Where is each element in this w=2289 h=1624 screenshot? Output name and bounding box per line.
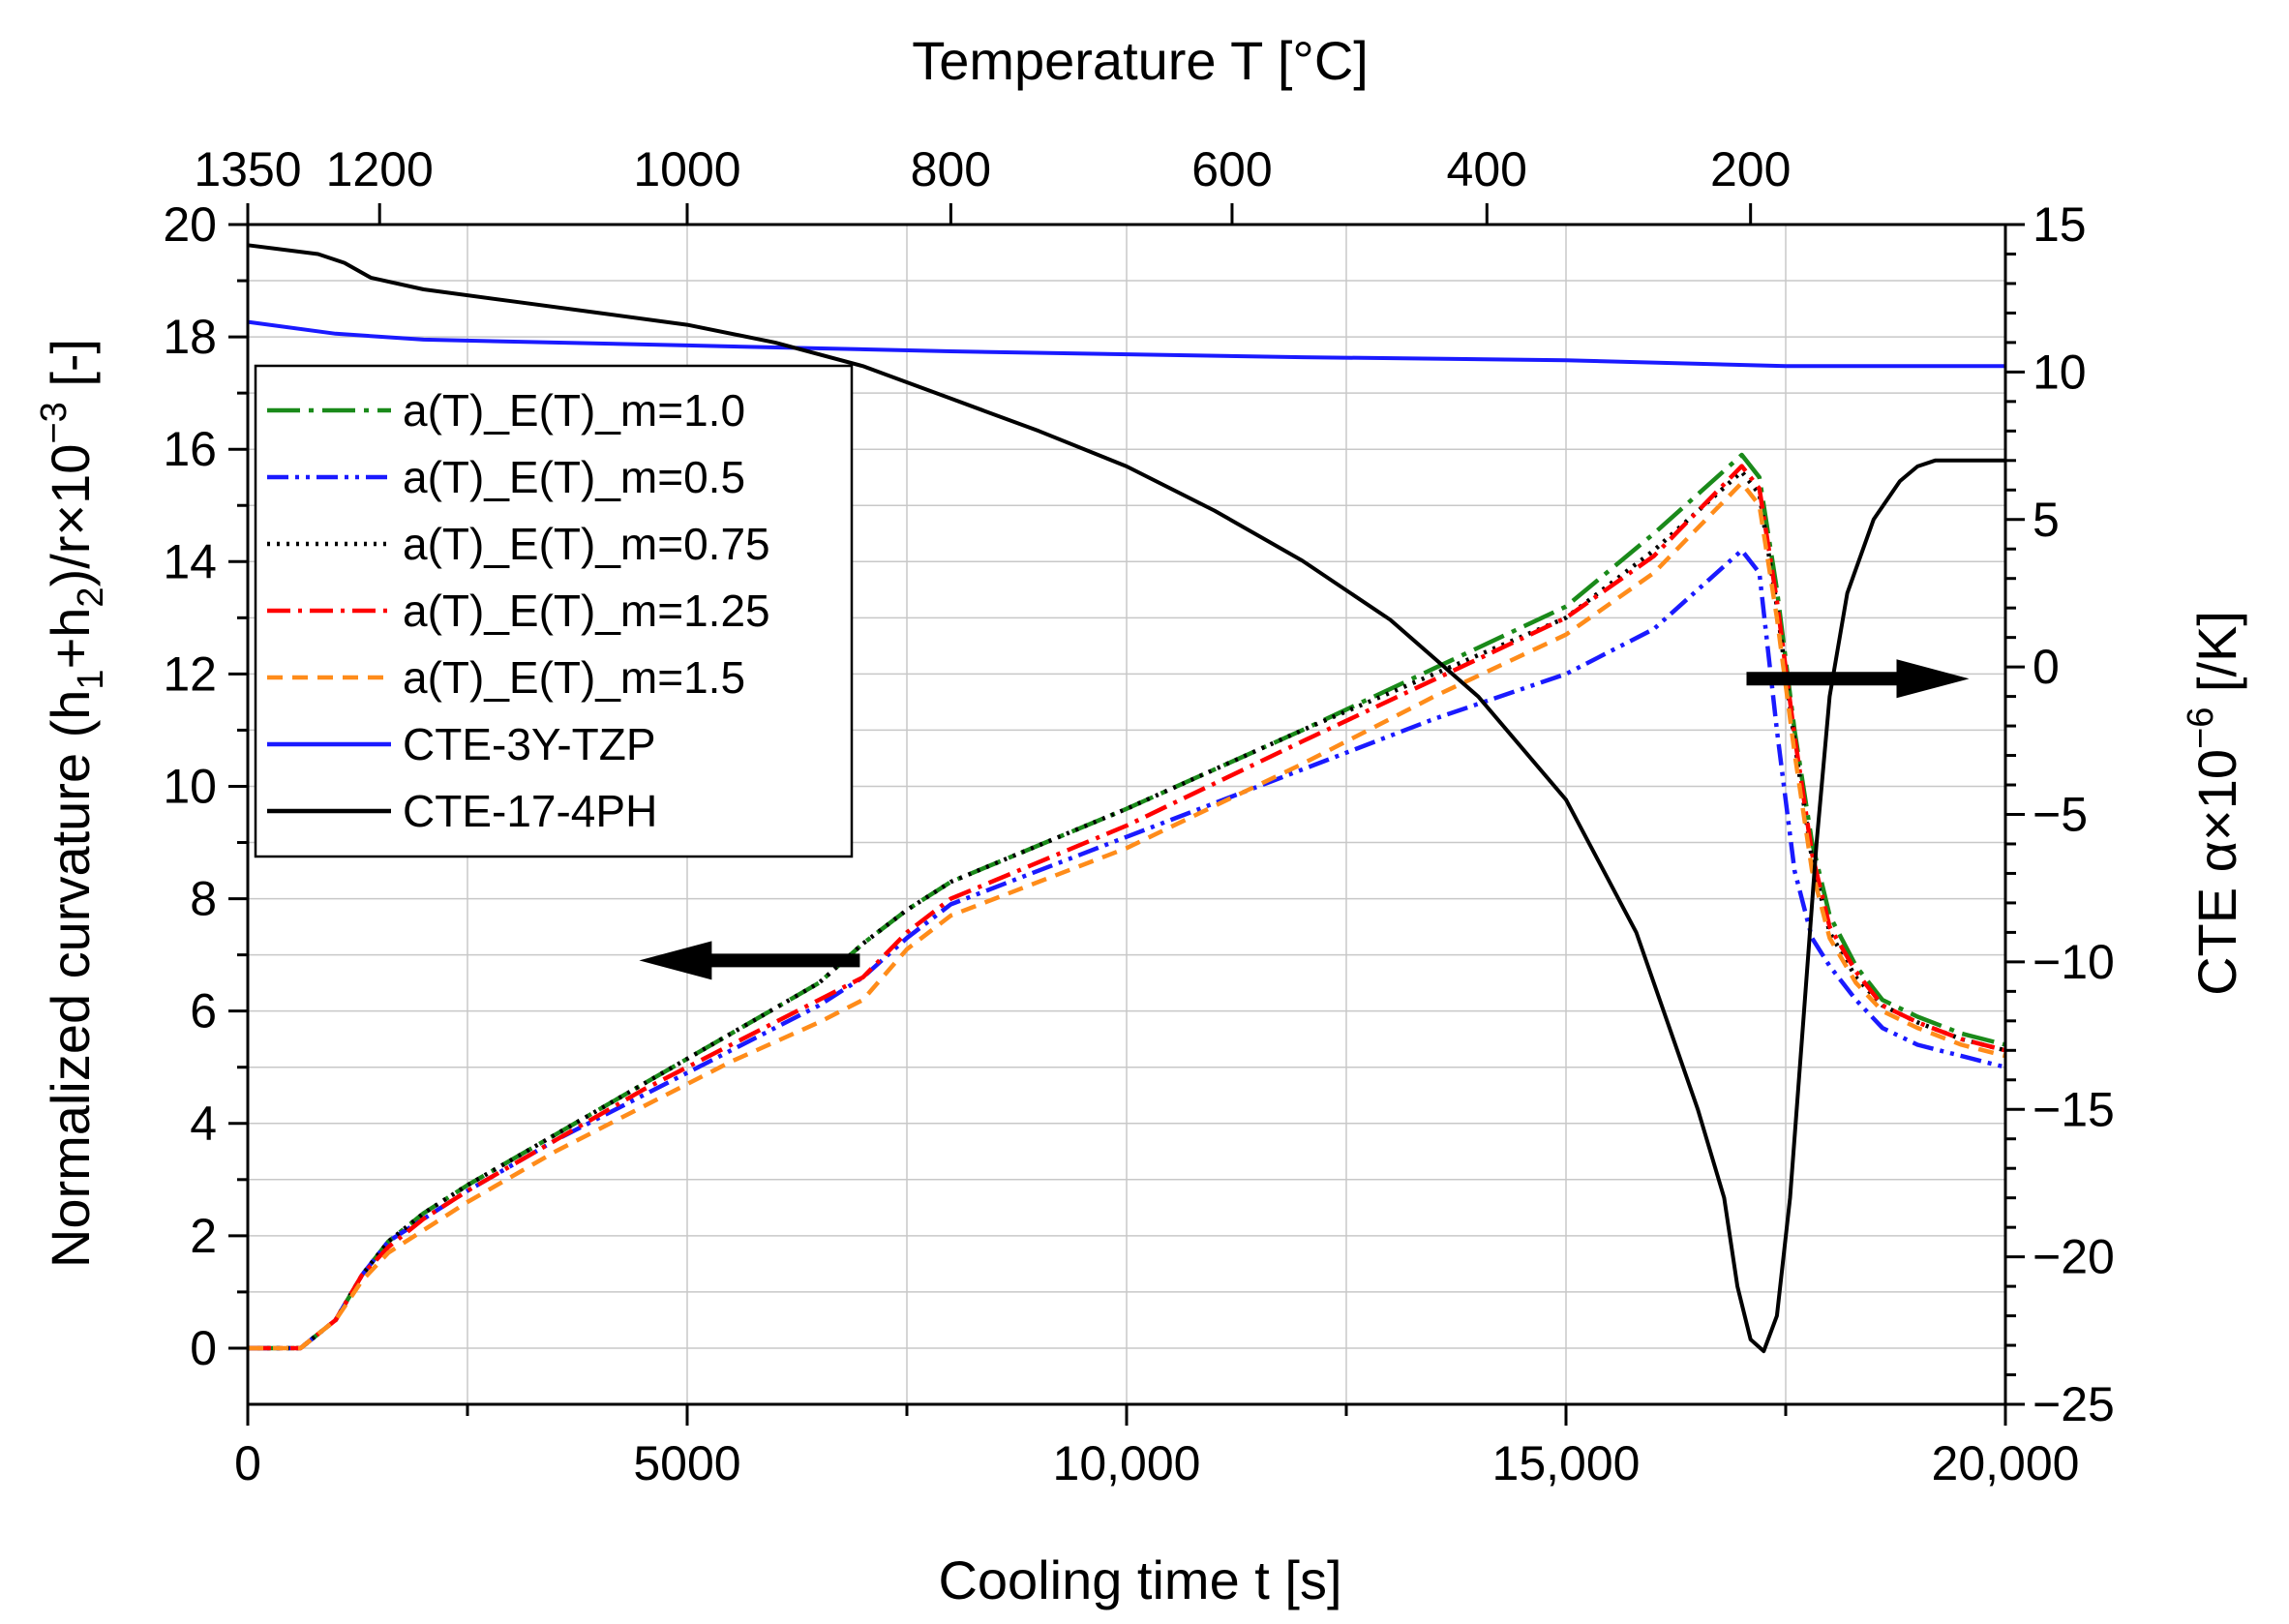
series-line-4 (248, 464, 2006, 1351)
y-right-tick-label: 10 (2033, 345, 2087, 399)
legend-label-4: a(T)_E(T)_m=1.25 (403, 586, 770, 636)
x-top-tick-label: 200 (1710, 142, 1791, 196)
y-left-title-part-1: Normalized curvature (h (40, 690, 101, 1269)
x-tick-label: 20,000 (1932, 1436, 2080, 1490)
y-left-tick-label: 16 (163, 422, 217, 476)
x-axis-title: Cooling time t [s] (938, 1549, 1341, 1610)
x-top-tick-label: 600 (1191, 142, 1272, 196)
x-top-tick-label: 1200 (326, 142, 434, 196)
legend-label-3: a(T)_E(T)_m=0.75 (403, 519, 770, 569)
y-left-tick-label: 4 (190, 1097, 217, 1151)
annotations (639, 659, 1970, 980)
x-tick-label: 10,000 (1053, 1436, 1201, 1490)
x-tick-label: 0 (234, 1436, 261, 1490)
series-line-7 (247, 243, 2005, 1354)
curves (247, 243, 2006, 1354)
annotation-arrow-2 (1746, 659, 1970, 699)
y-left-title-sub-1: 1 (71, 669, 111, 689)
y-left-tick-label: 6 (190, 984, 217, 1038)
annotation-arrow-1 (639, 941, 860, 980)
x-top-axis-title: Temperature T [°C] (912, 30, 1369, 91)
y-right-axis-title: CTE α×10−6 [/K] (2181, 611, 2247, 996)
x-top-tick-label: 400 (1447, 142, 1527, 196)
y-left-tick-label: 0 (190, 1321, 217, 1375)
x-top-tick-label: 800 (911, 142, 991, 196)
y-left-tick-label: 2 (190, 1209, 217, 1263)
series-line-6 (247, 319, 2005, 369)
x-top-tick-label: 1350 (194, 142, 301, 196)
y-right-tick-label: −25 (2033, 1377, 2115, 1431)
y-left-tick-label: 12 (163, 647, 217, 701)
x-tick-label: 15,000 (1492, 1436, 1641, 1490)
y-left-tick-label: 10 (163, 759, 217, 813)
y-right-title-part-1: CTE α×10 (2186, 749, 2247, 996)
y-right-tick-label: −20 (2033, 1230, 2115, 1284)
legend-label-5: a(T)_E(T)_m=1.5 (403, 652, 745, 703)
y-left-axis-title: Normalized curvature (h1+h2)/r×10−3 [-] (34, 339, 111, 1268)
x-tick-label: 5000 (633, 1436, 740, 1490)
y-left-tick-label: 20 (163, 197, 217, 252)
y-right-tick-label: −15 (2033, 1082, 2115, 1136)
legend-label-6: CTE-3Y-TZP (403, 719, 656, 769)
legend-label-7: CTE-17-4PH (403, 786, 657, 836)
legend-label-1: a(T)_E(T)_m=1.0 (403, 385, 745, 436)
series-line-1 (248, 452, 2006, 1351)
legend-label-2: a(T)_E(T)_m=0.5 (403, 452, 745, 502)
y-right-tick-label: 0 (2033, 640, 2060, 694)
y-left-tick-label: 18 (163, 310, 217, 364)
y-right-title-sup-1: −6 (2181, 707, 2221, 749)
grid (248, 225, 2005, 1404)
y-right-tick-label: 15 (2033, 197, 2087, 252)
y-left-title-sub-2: 2 (71, 586, 111, 607)
y-left-title-part-4: [-] (40, 339, 101, 402)
y-right-tick-label: −10 (2033, 935, 2115, 989)
y-left-title-part-2: +h (40, 608, 101, 670)
y-left-title-sup-1: −3 (34, 402, 75, 443)
x-top-tick-label: 1000 (633, 142, 740, 196)
y-left-title-part-3: )/r×10 (40, 444, 101, 587)
legend: a(T)_E(T)_m=1.0 a(T)_E(T)_m=0.5 a(T)_E(T)_… (254, 364, 854, 858)
y-right-tick-label: −5 (2033, 788, 2088, 842)
y-left-tick-label: 8 (190, 872, 217, 926)
y-left-tick-label: 14 (163, 534, 217, 588)
y-right-title-part-2: [/K] (2186, 611, 2247, 707)
y-right-tick-label: 5 (2033, 493, 2060, 547)
